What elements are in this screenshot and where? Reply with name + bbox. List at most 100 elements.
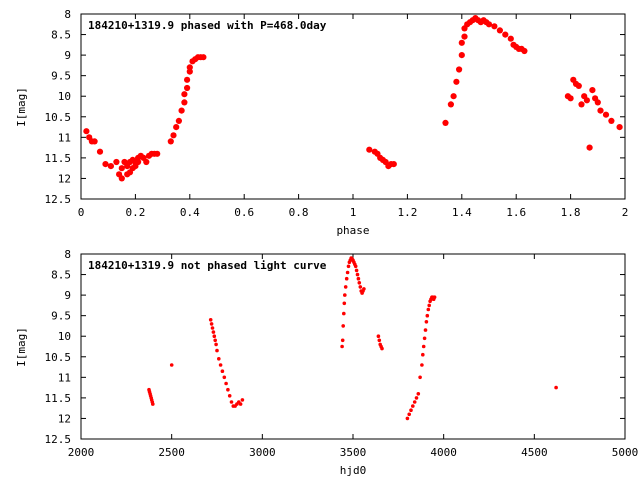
panel-2-data-point-7 — [151, 402, 155, 406]
panel-2-data-point-11 — [210, 326, 215, 330]
panel-1-data-point-4 — [96, 148, 104, 155]
panel-2-x-tick-label-5: 4500 — [521, 446, 548, 459]
panel-1-data-point-85 — [575, 82, 582, 89]
panel-1-y-tick-label-7: 11.5 — [45, 152, 72, 165]
panel-1-data-point-75 — [507, 35, 514, 42]
panel-2-x-tick-label-0: 2000 — [68, 446, 95, 459]
panel-1-y-tick-label-2: 9 — [64, 49, 71, 62]
panel-2-x-tick-label-2: 3000 — [249, 446, 276, 459]
panel-1-data-point-32 — [175, 117, 182, 124]
panel-1-x-axis-label: phase — [336, 224, 369, 237]
panel-1-data-point-74 — [502, 31, 509, 38]
panel-2-data-point-38 — [344, 276, 349, 281]
panel-2-data-point-34 — [342, 311, 346, 316]
panel-2-data-point-53 — [358, 285, 363, 289]
panel-2-data-point-74 — [422, 336, 427, 341]
panel-2-x-tick-label-1: 2500 — [158, 446, 185, 459]
panel-1-data-point-37 — [184, 76, 191, 83]
panel-1-y-tick-label-3: 9.5 — [51, 70, 71, 83]
panel-1-data-point-39 — [186, 64, 193, 71]
panel-1-data-point-93 — [597, 107, 604, 114]
panel-1-data-point-24 — [143, 158, 150, 166]
panel-2-y-tick-label-5: 10.5 — [45, 351, 72, 364]
panel-2-data-point-12 — [211, 330, 216, 334]
panel-2-data-point-85 — [432, 295, 437, 300]
panel-2-y-tick-label-3: 9.5 — [51, 310, 71, 323]
panel-2-y-tick-label-4: 10 — [58, 330, 71, 343]
panel-1-data-point-80 — [521, 47, 528, 55]
panel-1-data-point-3 — [91, 138, 98, 145]
panel-2-data-point-29 — [238, 402, 243, 406]
panel-2-plot-frame — [80, 253, 626, 440]
panel-1-data-point-72 — [491, 23, 498, 30]
panel-1-y-tick-label-0: 8 — [64, 8, 71, 21]
panel-2-data-point-66 — [411, 404, 415, 408]
panel-2-data-point-67 — [412, 400, 417, 404]
panel-2-x-tick-label-4: 4000 — [430, 446, 457, 459]
panel-1-data-point-56 — [450, 93, 457, 100]
panel-2-x-tick-label-6: 5000 — [612, 446, 639, 459]
panel-2-y-tick-label-6: 11 — [58, 371, 71, 384]
panel-2-data-point-70 — [418, 375, 422, 380]
panel-2-data-point-79 — [427, 303, 432, 308]
panel-2-data-point-40 — [346, 264, 351, 269]
panel-2-data-point-36 — [343, 293, 347, 297]
panel-2-data-point-77 — [425, 313, 430, 318]
panel-2-data-point-13 — [212, 334, 217, 339]
panel-1-y-axis-label: I[mag] — [15, 87, 28, 127]
panel-2-data-point-72 — [421, 352, 425, 357]
panel-1-x-tick-label-3: 0.6 — [234, 206, 254, 219]
panel-2-data-point-51 — [356, 276, 361, 281]
panel-1-data-point-55 — [447, 101, 454, 108]
panel-1-x-tick-label-9: 1.8 — [561, 206, 581, 219]
panel-2-y-tick-label-0: 8 — [64, 248, 71, 261]
panel-1-data-point-57 — [453, 78, 460, 85]
panel-2-y-tick-label-8: 12 — [58, 412, 71, 425]
panel-2-data-point-8 — [169, 363, 174, 367]
panel-2-data-point-32 — [340, 338, 345, 343]
panel-2-data-point-64 — [407, 412, 412, 417]
panel-1-data-point-71 — [485, 21, 493, 28]
panel-1-y-tick-label-9: 12.5 — [45, 193, 72, 206]
panel-2-data-point-39 — [345, 270, 350, 275]
panel-2-data-point-9 — [208, 318, 213, 322]
panel-2-data-point-15 — [214, 342, 218, 347]
panel-1-data-point-10 — [118, 165, 125, 172]
panel-2-data-point-23 — [227, 394, 232, 398]
panel-2-data-point-68 — [414, 396, 419, 400]
panel-1-x-tick-label-2: 0.4 — [180, 206, 200, 219]
panel-2-y-tick-label-1: 8.5 — [51, 269, 71, 282]
panel-1-data-point-90 — [589, 87, 596, 94]
panel-2-data-point-49 — [354, 268, 359, 273]
panel-2-data-point-10 — [209, 322, 214, 326]
panel-1-data-point-9 — [118, 175, 125, 182]
panel-1-data-point-61 — [461, 33, 468, 40]
panel-2-y-tick-label-2: 9 — [64, 289, 71, 302]
panel-1-data-point-31 — [173, 124, 180, 131]
panel-2-data-point-52 — [357, 281, 362, 285]
panel-1-chart-title: 184210+1319.9 phased with P=468.0day — [88, 19, 327, 32]
panel-1-data-point-58 — [456, 66, 463, 73]
panel-2-x-tick-label-3: 3500 — [340, 446, 367, 459]
panel-2-x-axis-label: hjd0 — [340, 464, 367, 477]
panel-2-data-point-14 — [213, 338, 217, 343]
panel-2-data-point-48 — [353, 264, 358, 269]
panel-1-data-point-60 — [458, 39, 465, 46]
panel-1-data-point-59 — [458, 52, 465, 59]
panel-1-data-point-44 — [200, 54, 207, 61]
panel-1-data-point-45 — [366, 146, 373, 153]
panel-2-y-axis-label: I[mag] — [15, 327, 28, 367]
panel-2-data-point-18 — [218, 363, 223, 367]
panel-1-x-tick-label-1: 0.2 — [125, 206, 145, 219]
panel-1-data-point-34 — [181, 99, 188, 106]
panel-1-data-point-36 — [184, 84, 191, 92]
panel-2-data-point-69 — [416, 392, 421, 396]
panel-1-data-point-54 — [442, 119, 449, 126]
panel-2-data-point-35 — [342, 301, 347, 306]
panel-2-data-point-58 — [376, 334, 381, 339]
panel-2-data-point-50 — [355, 272, 360, 277]
panel-1-data-point-53 — [390, 161, 397, 168]
panel-2-data-point-63 — [405, 416, 410, 421]
